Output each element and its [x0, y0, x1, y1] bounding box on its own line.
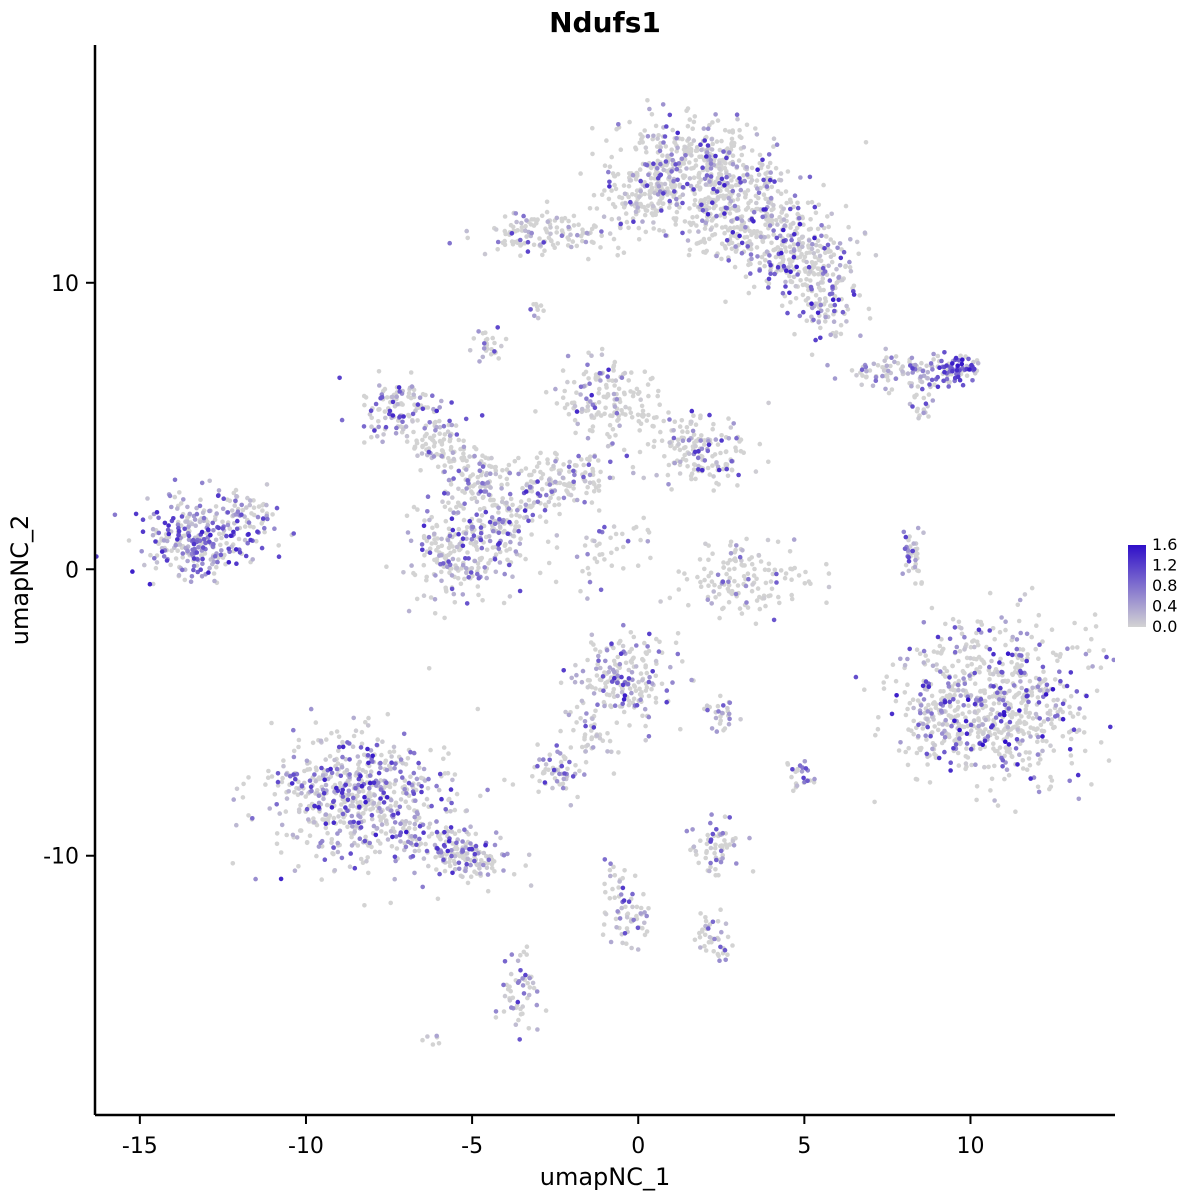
x-tick-label: 10: [956, 1134, 984, 1159]
x-tick-label: -10: [288, 1134, 324, 1159]
y-axis-ticks: -10 0 10: [43, 272, 95, 870]
chart-title: Ndufs1: [549, 6, 661, 39]
y-tick-label: -10: [43, 845, 79, 870]
colorbar-tick-label: 0.4: [1152, 597, 1177, 616]
colorbar-gradient: [1128, 545, 1146, 627]
x-tick-label: 5: [797, 1134, 811, 1159]
y-axis-label: umapNC_2: [6, 515, 34, 646]
y-tick-label: 10: [51, 272, 79, 297]
colorbar-tick-label: 0.8: [1152, 576, 1177, 595]
x-axis: -15 -10 -5 0 5 10: [95, 1115, 1115, 1159]
x-axis-ticks: -15 -10 -5 0 5 10: [122, 1115, 985, 1159]
x-tick-label: 0: [631, 1134, 645, 1159]
points-layer: [94, 98, 1166, 1047]
colorbar-tick-label: 1.6: [1152, 535, 1177, 554]
y-axis: -10 0 10: [43, 45, 95, 1115]
colorbar-tick-label: 1.2: [1152, 556, 1177, 575]
colorbar-tick-label: 0.0: [1152, 617, 1177, 636]
colorbar-labels: 1.6 1.20.8 0.40.0: [1152, 535, 1177, 636]
x-tick-label: -15: [122, 1134, 158, 1159]
y-tick-label: 0: [65, 558, 79, 583]
x-axis-label: umapNC_1: [540, 1163, 671, 1191]
x-tick-label: -5: [461, 1134, 483, 1159]
colorbar-legend: 1.6 1.20.8 0.40.0: [1128, 535, 1177, 636]
